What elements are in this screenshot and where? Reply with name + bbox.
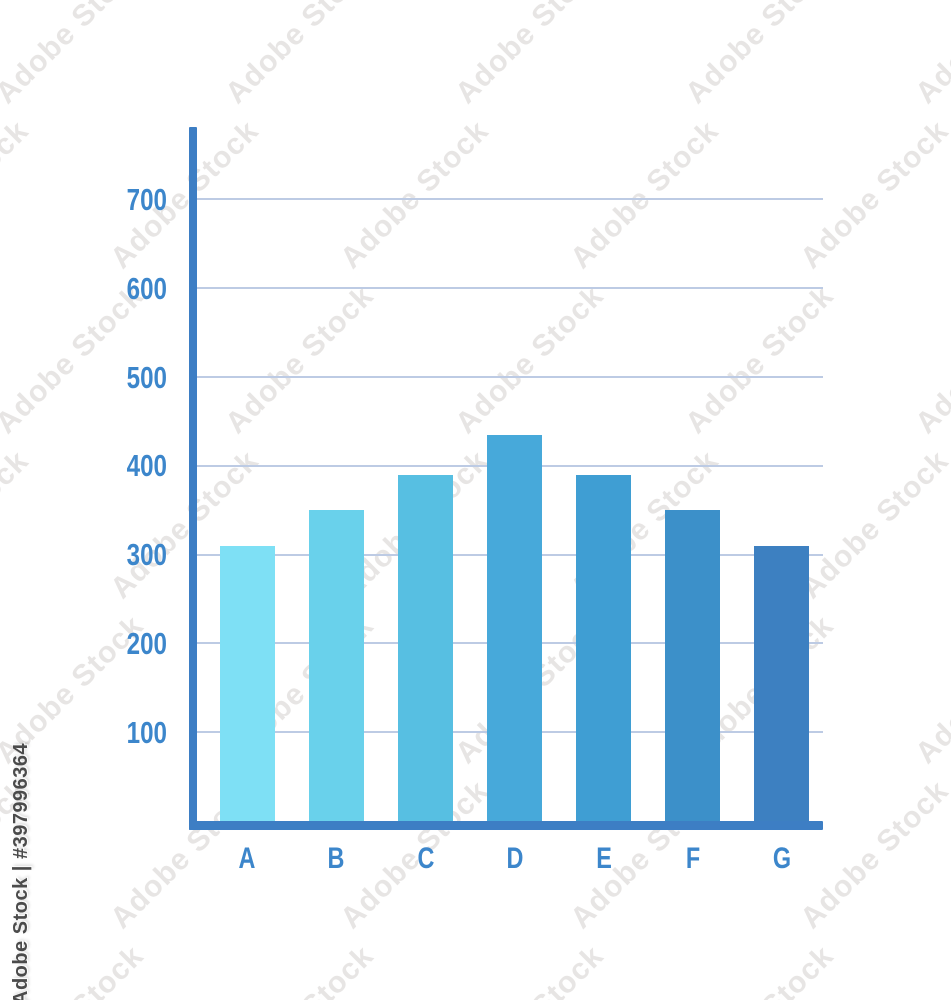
x-category-label-G: G xyxy=(772,842,791,875)
x-category-label-B: B xyxy=(327,842,345,875)
y-tick-label-100: 100 xyxy=(126,714,167,750)
y-tick-label-200: 200 xyxy=(126,625,167,661)
stock-credit-watermark: Adobe Stock | #397996364 xyxy=(10,742,32,1000)
y-axis-line xyxy=(189,127,197,830)
y-tick-label-300: 300 xyxy=(126,537,167,573)
y-tick-label-500: 500 xyxy=(126,359,167,395)
x-category-label-C: C xyxy=(417,842,434,875)
gridline-700 xyxy=(197,198,823,201)
x-category-label-E: E xyxy=(595,842,612,875)
x-category-label-A: A xyxy=(238,842,256,875)
gridline-600 xyxy=(197,287,823,290)
x-category-label-F: F xyxy=(685,842,700,875)
y-tick-label-400: 400 xyxy=(126,448,167,484)
y-tick-label-600: 600 xyxy=(126,270,167,306)
bar-D xyxy=(487,434,543,821)
bar-C xyxy=(398,474,453,821)
bar-B xyxy=(308,510,364,821)
bar-A xyxy=(219,545,275,821)
bar-G xyxy=(754,545,810,821)
gridline-500 xyxy=(197,376,823,378)
x-category-label-D: D xyxy=(506,842,523,875)
bar-F xyxy=(665,510,721,821)
bar-E xyxy=(576,474,632,821)
y-tick-label-700: 700 xyxy=(126,181,167,217)
x-axis-line xyxy=(189,821,823,830)
